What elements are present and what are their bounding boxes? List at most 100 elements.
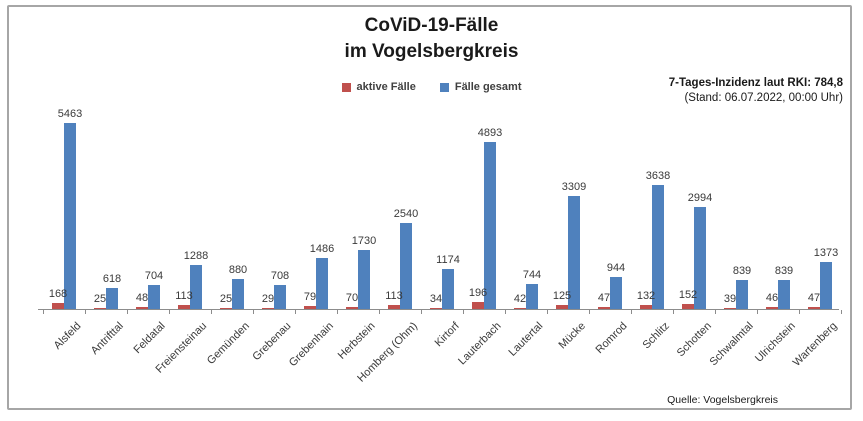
bar-aktive [514,307,526,309]
value-label-gesamt: 3309 [561,181,587,194]
x-axis-tick [673,310,674,314]
bar-gesamt [484,142,496,309]
bar-aktive [556,304,568,309]
bar-gesamt [652,185,664,309]
chart-title: CoViD-19-Fälle im Vogelsbergkreis [0,13,863,65]
x-axis-category-label: Feldatal [131,320,168,357]
bar-gesamt [442,269,454,309]
x-axis-tick [631,310,632,314]
value-label-aktive: 70 [345,291,359,304]
x-axis-category-label: Schotten [674,320,714,360]
x-axis-category-label: Gemünden [204,320,252,367]
x-axis-tick [589,310,590,314]
bar-aktive [262,307,274,309]
x-axis-tick [211,310,212,314]
x-axis-tick [295,310,296,314]
incidence-note: 7-Tages-Inzidenz laut RKI: 784,8 (Stand:… [669,76,843,106]
x-axis-category-label: Schwalmtal [707,320,756,369]
value-label-aktive: 29 [261,292,275,305]
legend-label-total: Fälle gesamt [454,81,522,93]
value-label-gesamt: 839 [732,265,752,278]
value-label-aktive: 132 [636,289,656,302]
bar-gesamt [694,207,706,309]
bar-aktive [430,307,442,309]
x-axis-line [38,309,839,310]
chart-title-line2: im Vogelsbergkreis [344,41,519,62]
x-axis-tick [799,310,800,314]
bar-gesamt [568,196,580,309]
bar-gesamt [736,280,748,309]
x-axis-category-label: Herbstein [335,320,378,362]
bar-aktive [640,304,652,309]
bar-aktive [808,307,820,309]
value-label-aktive: 39 [723,292,737,305]
source-note: Quelle: Vogelsbergkreis [667,394,778,406]
bar-aktive [724,307,736,309]
bar-gesamt [526,283,538,309]
bar-gesamt [106,287,118,309]
x-axis-category-label: Antrifttal [88,320,126,358]
x-axis-category-label: Lautertal [506,320,546,359]
value-label-gesamt: 3638 [645,170,671,183]
x-axis-category-label: Ulrichstein [752,320,798,365]
value-label-aktive: 47 [597,292,611,305]
bar-gesamt [64,123,76,309]
legend-label-active: aktive Fälle [356,81,416,93]
x-axis-tick [43,310,44,314]
value-label-aktive: 47 [807,292,821,305]
value-label-aktive: 25 [219,292,233,305]
bar-aktive [388,305,400,309]
bar-aktive [766,307,778,309]
x-axis-tick [841,310,842,314]
bar-aktive [682,303,694,309]
incidence-value: 7-Tages-Inzidenz laut RKI: 784,8 [668,77,843,89]
bar-gesamt [400,222,412,309]
bar-aktive [472,302,484,309]
value-label-gesamt: 2540 [393,207,419,220]
value-label-aktive: 152 [678,288,698,301]
value-label-gesamt: 944 [606,261,626,274]
value-label-gesamt: 618 [102,272,122,285]
bar-gesamt [232,279,244,309]
bar-aktive [304,306,316,309]
value-label-aktive: 113 [385,290,403,303]
value-label-gesamt: 4893 [477,127,503,140]
x-axis-category-label: Mücke [556,320,588,352]
bar-aktive [598,307,610,309]
x-axis-category-label: Romrod [593,320,630,357]
value-label-aktive: 125 [552,289,572,302]
x-axis-tick [547,310,548,314]
value-label-aktive: 79 [303,291,317,304]
x-axis-tick [337,310,338,314]
bar-gesamt [778,280,790,309]
x-axis-tick [757,310,758,314]
legend-swatch-total-icon [439,82,449,92]
legend-item-total: Fälle gesamt [439,81,522,93]
value-label-gesamt: 704 [144,270,164,283]
value-label-gesamt: 708 [270,269,290,282]
x-axis-category-label: Grebenhain [286,320,336,370]
x-axis-category-label: Kirtorf [432,320,462,350]
x-axis-category-label: Wartenberg [790,320,840,369]
x-axis-tick [85,310,86,314]
value-label-gesamt: 1288 [183,250,209,263]
x-axis-tick [421,310,422,314]
legend-item-active: aktive Fälle [341,81,416,93]
value-label-gesamt: 839 [774,265,794,278]
value-label-gesamt: 1174 [436,254,460,267]
value-label-gesamt: 1486 [309,243,335,256]
x-axis-tick [253,310,254,314]
value-label-aktive: 168 [48,288,68,301]
value-label-aktive: 42 [513,292,527,305]
bar-aktive [52,303,64,309]
x-axis-tick [505,310,506,314]
incidence-date: (Stand: 06.07.2022, 00:00 Uhr) [684,92,843,104]
x-axis-category-label: Lauterbach [456,320,504,368]
value-label-gesamt: 2994 [687,192,713,205]
chart-frame [7,5,852,410]
value-label-aktive: 46 [765,292,779,305]
value-label-aktive: 113 [175,290,193,303]
value-label-gesamt: 744 [522,268,542,281]
x-axis-tick [169,310,170,314]
